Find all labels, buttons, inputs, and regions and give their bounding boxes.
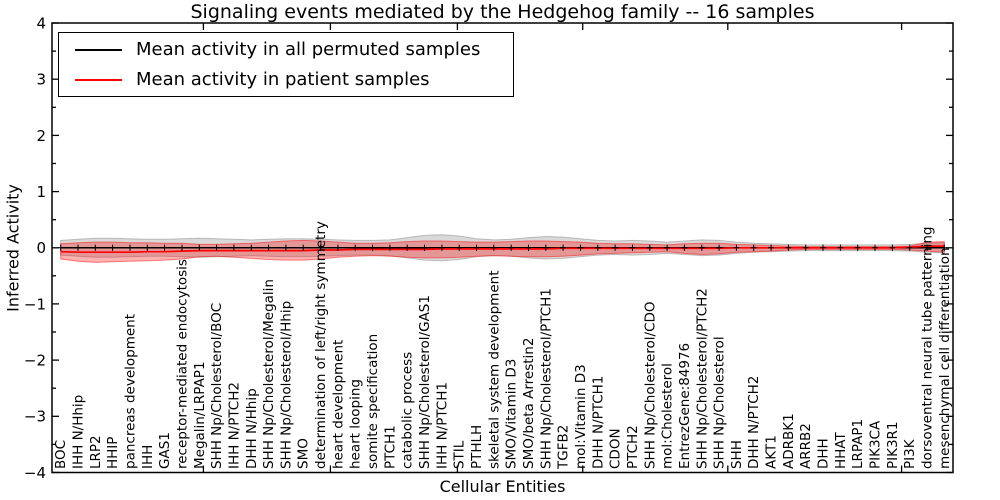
x-category-label: dorsoventral neural tube patterning bbox=[920, 227, 936, 469]
x-category-label: BOC bbox=[53, 440, 69, 469]
x-category-label: CDON bbox=[608, 428, 624, 469]
x-category-label: DHH bbox=[816, 438, 832, 469]
x-category-label: receptor-mediated endocytosis bbox=[174, 259, 190, 469]
x-category-label: HHIP bbox=[105, 437, 121, 469]
x-category-label: SHH bbox=[729, 440, 745, 469]
x-category-label: PTCH1 bbox=[382, 425, 398, 469]
x-category-label: SHH Np/Cholesterol/PTCH2 bbox=[694, 288, 710, 469]
x-category-labels: BOC IHH N/Hhip LRP2 HHIP pancreas developmen… bbox=[53, 221, 953, 470]
x-category-label: SHH Np/Cholesterol/Megalin bbox=[261, 279, 277, 469]
x-category-label: DHH N/Hhip bbox=[244, 388, 260, 469]
x-category-label: LRP2 bbox=[88, 435, 104, 469]
data-point-markers bbox=[57, 244, 948, 251]
x-category-label: IHH N/PTCH1 bbox=[434, 382, 450, 469]
x-category-label: EntrezGene:84976 bbox=[677, 343, 693, 469]
x-category-label: DHH N/PTCH1 bbox=[590, 376, 606, 469]
legend-item-patient: Mean activity in patient samples bbox=[59, 66, 513, 94]
patient-activity-range-band bbox=[60, 239, 945, 263]
x-category-label: LRPAP1 bbox=[850, 419, 866, 469]
x-category-label: SHH Np/Cholesterol bbox=[712, 336, 728, 469]
x-category-label: SMO/beta Arrestin2 bbox=[521, 338, 537, 469]
x-category-label: SHH Np/Cholesterol/CDO bbox=[642, 301, 658, 469]
legend-label-patient: Mean activity in patient samples bbox=[136, 68, 430, 90]
legend-line-sample-permuted bbox=[75, 48, 122, 51]
legend-item-permuted: Mean activity in all permuted samples bbox=[59, 36, 513, 64]
x-category-label: DHH N/PTCH2 bbox=[746, 376, 762, 469]
legend: Mean activity in all permuted samples Me… bbox=[58, 32, 514, 97]
x-category-label: pancreas development bbox=[122, 314, 138, 469]
y-tick-label: 4 bbox=[36, 14, 46, 32]
x-category-label: ADRBK1 bbox=[781, 413, 797, 469]
markers-group bbox=[57, 244, 948, 251]
y-tick-label: −3 bbox=[24, 408, 46, 426]
x-category-label: catabolic process bbox=[400, 352, 416, 469]
x-category-label: ARRB2 bbox=[798, 423, 814, 469]
x-category-label: SHH Np/Cholesterol/GAS1 bbox=[417, 295, 433, 469]
x-category-label: SHH Np/Cholesterol/PTCH1 bbox=[538, 288, 554, 469]
patient-activity-range-band-group bbox=[60, 239, 945, 263]
x-category-label: PIK3CA bbox=[868, 420, 884, 469]
x-axis-ticks bbox=[202, 23, 903, 473]
x-category-label: mol:Vitamin D3 bbox=[573, 364, 589, 469]
x-category-label: determination of left/right symmetry bbox=[313, 221, 329, 469]
x-category-label: IHH N/Hhip bbox=[70, 395, 86, 469]
x-category-label: SHH Np/Cholesterol/Hhip bbox=[278, 301, 294, 469]
x-category-label: mol:Cholesterol bbox=[660, 363, 676, 469]
x-category-label: skeletal system development bbox=[486, 271, 502, 470]
x-category-label: IHH N/PTCH2 bbox=[226, 382, 242, 469]
x-axis-label: Cellular Entities bbox=[439, 477, 566, 496]
x-category-label: SMO bbox=[296, 438, 312, 469]
y-tick-labels: 4 3 2 1 0 −1 −2 −3 −4 bbox=[24, 14, 46, 482]
x-category-label: somite specification bbox=[365, 334, 381, 469]
x-category-label: STIL bbox=[452, 440, 468, 469]
x-category-label: mesenchymal cell differentiation bbox=[937, 247, 953, 469]
legend-line-sample-patient bbox=[75, 78, 122, 81]
y-tick-label: 2 bbox=[36, 127, 46, 145]
patient-mean-line-group bbox=[60, 245, 945, 254]
y-tick-label: 0 bbox=[36, 239, 46, 257]
patient-mean-line bbox=[60, 245, 945, 254]
x-category-label: SMO/Vitamin D3 bbox=[504, 359, 520, 469]
x-category-label: PIK3R1 bbox=[885, 421, 901, 469]
legend-label-permuted: Mean activity in all permuted samples bbox=[136, 38, 481, 60]
y-tick-label: −4 bbox=[24, 464, 46, 482]
x-category-label: PTCH2 bbox=[625, 425, 641, 469]
y-tick-label: −2 bbox=[24, 352, 46, 370]
y-tick-label: −1 bbox=[24, 295, 46, 313]
y-tick-label: 1 bbox=[36, 183, 46, 201]
plot-frame bbox=[51, 22, 954, 474]
x-category-label: PTHLH bbox=[469, 425, 485, 469]
x-category-label: HHAT bbox=[833, 432, 849, 469]
y-axis-label: Inferred Activity bbox=[3, 184, 23, 312]
x-category-label: TGFB2 bbox=[556, 425, 572, 470]
x-category-label: GAS1 bbox=[157, 432, 173, 469]
x-category-label: heart looping bbox=[348, 379, 364, 469]
chart-title: Signaling events mediated by the Hedgeho… bbox=[190, 1, 815, 23]
x-category-label: IHH bbox=[140, 445, 156, 469]
x-category-label: AKT1 bbox=[764, 435, 780, 469]
y-tick-label: 3 bbox=[36, 71, 46, 89]
x-category-label: heart development bbox=[330, 340, 346, 469]
x-category-label: PI3K bbox=[902, 438, 918, 469]
frame-group bbox=[51, 22, 954, 474]
x-category-label: Megalin/LRPAP1 bbox=[192, 361, 208, 469]
x-category-label: SHH Np/Cholesterol/BOC bbox=[209, 303, 225, 469]
